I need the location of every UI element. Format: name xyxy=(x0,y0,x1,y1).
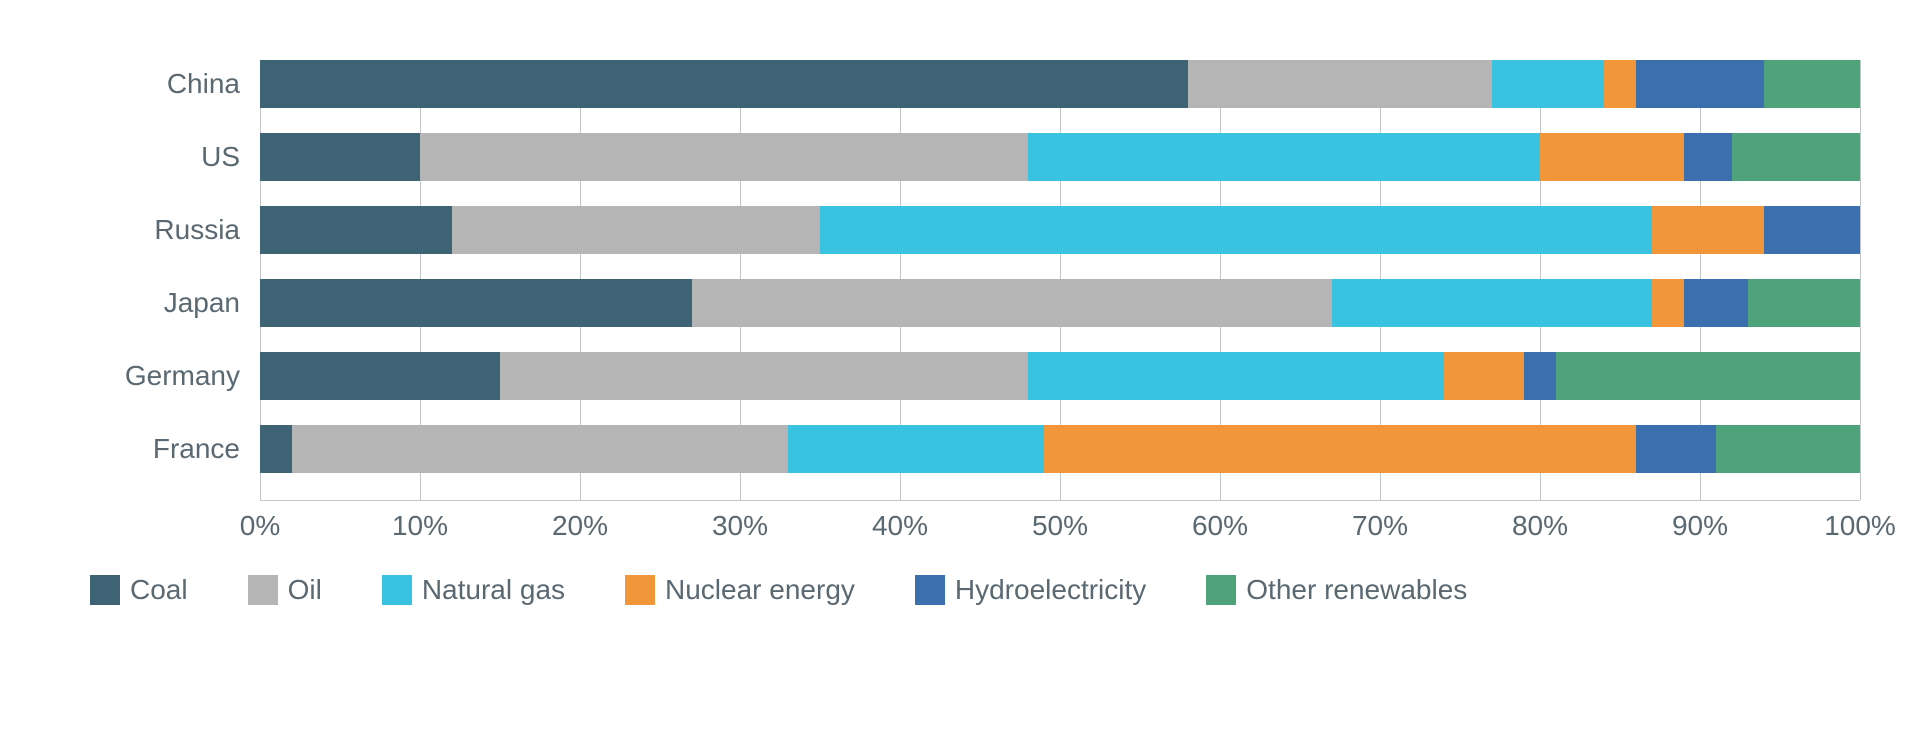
bar-segment-natural-gas xyxy=(1028,352,1444,400)
category-label: France xyxy=(0,435,250,463)
bar-segment-oil xyxy=(692,279,1332,327)
bar-row xyxy=(260,352,1860,400)
bar-segment-nuclear-energy xyxy=(1652,206,1764,254)
bar-segment-coal xyxy=(260,425,292,473)
bar-segment-coal xyxy=(260,60,1188,108)
bar-segment-other-renewables xyxy=(1764,60,1860,108)
legend-label: Natural gas xyxy=(422,574,565,606)
bar-row xyxy=(260,279,1860,327)
bar-segment-nuclear-energy xyxy=(1540,133,1684,181)
legend-item-nuclear-energy: Nuclear energy xyxy=(625,570,855,610)
bar-segment-oil xyxy=(1188,60,1492,108)
bar-row xyxy=(260,206,1860,254)
bar-segment-nuclear-energy xyxy=(1652,279,1684,327)
bar-segment-coal xyxy=(260,133,420,181)
legend-item-oil: Oil xyxy=(248,570,322,610)
legend-swatch-icon xyxy=(915,575,945,605)
x-tick-label: 100% xyxy=(1824,510,1896,542)
bar-segment-natural-gas xyxy=(1028,133,1540,181)
x-tick-label: 70% xyxy=(1352,510,1408,542)
legend-swatch-icon xyxy=(382,575,412,605)
bar-segment-hydroelectricity xyxy=(1636,425,1716,473)
bar-segment-natural-gas xyxy=(820,206,1652,254)
plot-area xyxy=(260,60,1860,500)
legend-label: Other renewables xyxy=(1246,574,1467,606)
category-label: US xyxy=(0,143,250,171)
bar-segment-hydroelectricity xyxy=(1524,352,1556,400)
bar-segment-natural-gas xyxy=(788,425,1044,473)
bar-segment-hydroelectricity xyxy=(1764,206,1860,254)
category-label: Russia xyxy=(0,216,250,244)
category-label: Germany xyxy=(0,362,250,390)
legend-swatch-icon xyxy=(248,575,278,605)
bar-row xyxy=(260,60,1860,108)
bar-segment-other-renewables xyxy=(1556,352,1860,400)
bar-segment-oil xyxy=(452,206,820,254)
x-tick-label: 60% xyxy=(1192,510,1248,542)
x-tick-label: 40% xyxy=(872,510,928,542)
legend-swatch-icon xyxy=(1206,575,1236,605)
legend-label: Coal xyxy=(130,574,188,606)
legend-item-coal: Coal xyxy=(90,570,188,610)
bar-segment-other-renewables xyxy=(1716,425,1860,473)
x-axis-baseline xyxy=(260,500,1860,501)
bar-segment-oil xyxy=(420,133,1028,181)
bar-segment-hydroelectricity xyxy=(1684,133,1732,181)
legend: Coal Oil Natural gas Nuclear energy Hydroele… xyxy=(90,570,1860,610)
bar-segment-coal xyxy=(260,352,500,400)
bar-segment-other-renewables xyxy=(1732,133,1860,181)
x-tick-label: 30% xyxy=(712,510,768,542)
legend-item-other-renewables: Other renewables xyxy=(1206,570,1467,610)
bar-segment-oil xyxy=(500,352,1028,400)
bar-segment-nuclear-energy xyxy=(1044,425,1636,473)
legend-swatch-icon xyxy=(90,575,120,605)
bar-container xyxy=(260,60,1860,500)
legend-label: Oil xyxy=(288,574,322,606)
bar-segment-natural-gas xyxy=(1492,60,1604,108)
bar-segment-nuclear-energy xyxy=(1604,60,1636,108)
category-label: Japan xyxy=(0,289,250,317)
x-axis-labels: 0%10%20%30%40%50%60%70%80%90%100% xyxy=(260,510,1860,560)
bar-segment-hydroelectricity xyxy=(1684,279,1748,327)
gridline xyxy=(1860,60,1861,500)
y-axis-labels: China US Russia Japan Germany France xyxy=(0,60,250,500)
x-tick-label: 10% xyxy=(392,510,448,542)
legend-item-hydroelectricity: Hydroelectricity xyxy=(915,570,1146,610)
legend-label: Hydroelectricity xyxy=(955,574,1146,606)
x-tick-label: 80% xyxy=(1512,510,1568,542)
bar-segment-nuclear-energy xyxy=(1444,352,1524,400)
legend-item-natural-gas: Natural gas xyxy=(382,570,565,610)
bar-segment-other-renewables xyxy=(1748,279,1860,327)
energy-mix-chart: China US Russia Japan Germany France 0% 10% 20%… xyxy=(0,0,1920,740)
category-label: China xyxy=(0,70,250,98)
x-tick-label: 90% xyxy=(1672,510,1728,542)
legend-label: Nuclear energy xyxy=(665,574,855,606)
x-tick-label: 50% xyxy=(1032,510,1088,542)
bar-segment-hydroelectricity xyxy=(1636,60,1764,108)
bar-segment-natural-gas xyxy=(1332,279,1652,327)
bar-row xyxy=(260,133,1860,181)
bar-segment-oil xyxy=(292,425,788,473)
x-tick-label: 20% xyxy=(552,510,608,542)
legend-swatch-icon xyxy=(625,575,655,605)
bar-segment-coal xyxy=(260,279,692,327)
bar-segment-coal xyxy=(260,206,452,254)
bar-row xyxy=(260,425,1860,473)
x-tick-label: 0% xyxy=(240,510,280,542)
